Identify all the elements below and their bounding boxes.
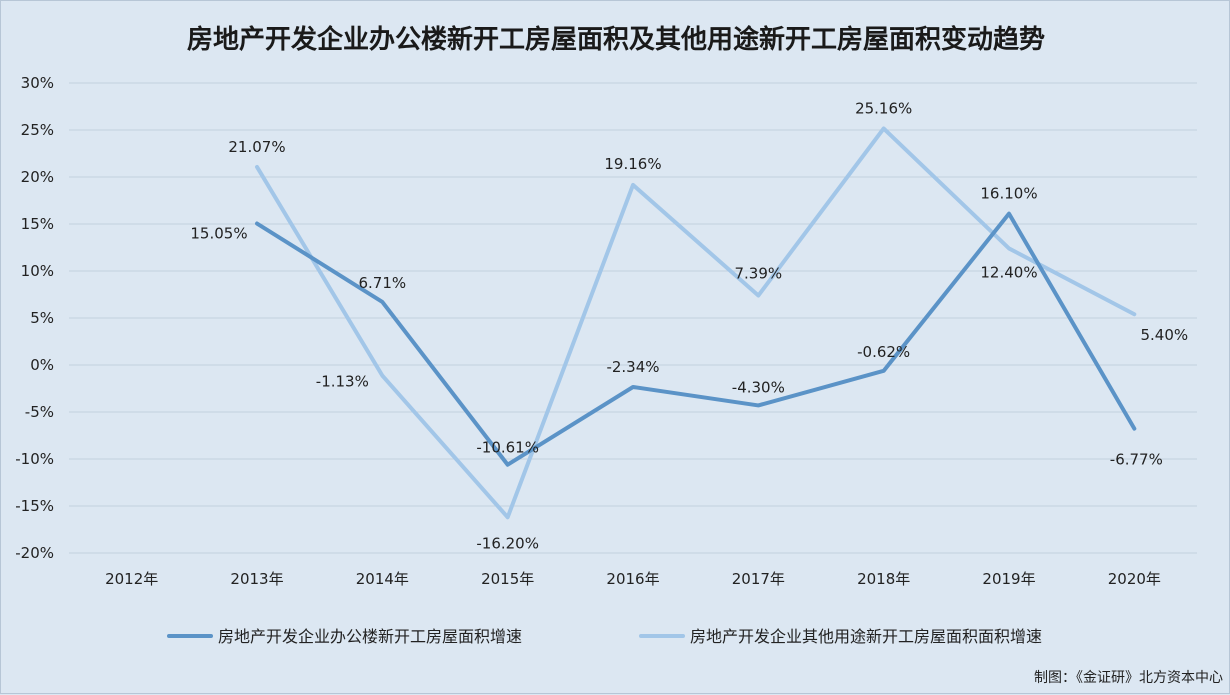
data-label-s1: -0.62%: [857, 343, 910, 361]
data-label-s1: 6.71%: [359, 274, 407, 292]
y-tick-label: 10%: [21, 262, 54, 280]
y-tick-label: 25%: [21, 121, 54, 139]
grid-lines: [69, 82, 1197, 554]
x-tick-label: 2012年: [105, 570, 158, 588]
y-tick-label: 30%: [21, 74, 54, 92]
legend: 房地产开发企业办公楼新开工房屋面积增速 房地产开发企业其他用途新开工房屋面积面积增…: [167, 627, 1042, 646]
y-tick-label: 15%: [21, 215, 54, 233]
chart-title: 房地产开发企业办公楼新开工房屋面积及其他用途新开工房屋面积变动趋势: [187, 24, 1045, 55]
x-tick-label: 2018年: [857, 570, 910, 588]
x-tick-label: 2014年: [356, 570, 409, 588]
data-label-s1: -4.30%: [732, 378, 785, 396]
y-tick-label: 0%: [30, 356, 54, 374]
legend-label-2: 房地产开发企业其他用途新开工房屋面积面积增速: [690, 627, 1042, 646]
y-tick-label: 20%: [21, 168, 54, 186]
data-label-s1: -6.77%: [1110, 451, 1163, 469]
series-line-1: [255, 211, 1137, 467]
y-tick-label: -20%: [15, 544, 54, 562]
data-label-s2: 19.16%: [604, 155, 661, 173]
data-label-s2: 12.40%: [980, 263, 1037, 281]
series-line-2: [255, 126, 1137, 520]
data-label-s1: 16.10%: [980, 185, 1037, 203]
y-axis: 30% 25% 20% 15% 10% 5% 0% -5% -10% -15% -20%: [15, 74, 54, 562]
data-label-s2: 25.16%: [855, 99, 912, 117]
data-label-s1: 15.05%: [190, 225, 247, 243]
x-tick-label: 2013年: [230, 570, 283, 588]
series-layer: [255, 126, 1137, 520]
x-tick-label: 2016年: [606, 570, 659, 588]
data-label-s1: -2.34%: [606, 358, 659, 376]
x-tick-label: 2017年: [732, 570, 785, 588]
data-label-s2: 21.07%: [228, 138, 285, 156]
x-tick-label: 2020年: [1108, 570, 1161, 588]
y-tick-label: -15%: [15, 497, 54, 515]
x-tick-label: 2019年: [982, 570, 1035, 588]
y-tick-label: 5%: [30, 309, 54, 327]
data-label-s2: -1.13%: [316, 373, 369, 391]
x-tick-label: 2015年: [481, 570, 534, 588]
data-label-s2: 5.40%: [1141, 326, 1189, 344]
legend-label-1: 房地产开发企业办公楼新开工房屋面积增速: [218, 627, 522, 646]
y-tick-label: -5%: [25, 403, 54, 421]
chart-credit: 制图：《金证研》北方资本中心: [1034, 670, 1223, 686]
x-axis: 2012年 2013年 2014年 2015年 2016年 2017年 2018年 2019年…: [105, 570, 1161, 588]
data-label-s2: 7.39%: [735, 265, 783, 283]
data-label-s2: -16.20%: [476, 534, 539, 552]
data-label-s1: -10.61%: [476, 439, 539, 457]
data-labels: 15.05% 6.71% -10.61% -2.34% -4.30% -0.62% 16.1…: [190, 99, 1188, 552]
y-tick-label: -10%: [15, 450, 54, 468]
